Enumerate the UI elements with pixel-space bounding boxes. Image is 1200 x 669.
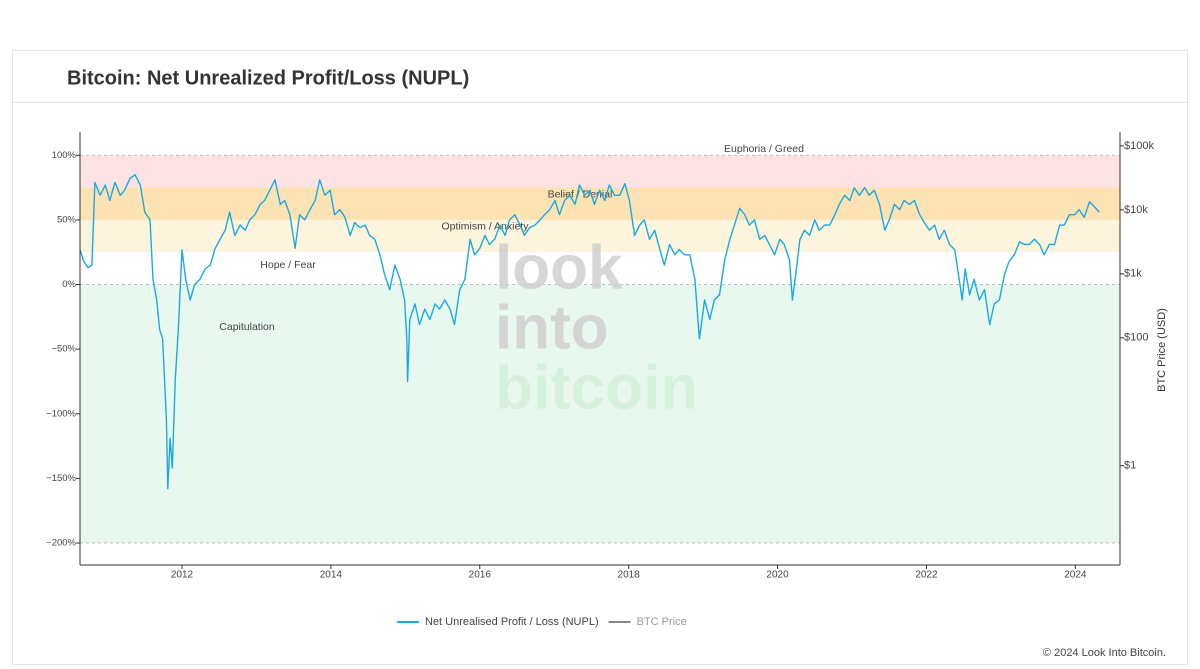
legend-label: Net Unrealised Profit / Loss (NUPL)	[425, 616, 599, 628]
zone-band	[80, 155, 1120, 188]
chart-title: Bitcoin: Net Unrealized Profit/Loss (NUP…	[67, 67, 469, 89]
zone-label: Optimism / Anxiety	[442, 221, 530, 233]
zone-band	[80, 187, 1120, 220]
y2-tick-label: $1k	[1124, 268, 1142, 280]
y-tick-label: 50%	[57, 214, 77, 225]
y2-tick-label: $1	[1124, 460, 1136, 472]
copyright: © 2024 Look Into Bitcoin.	[1043, 647, 1166, 659]
x-tick-label: 2014	[320, 570, 343, 581]
watermark: bitcoin	[495, 353, 698, 422]
zone-band	[80, 284, 1120, 544]
y2-tick-label: $10k	[1124, 204, 1148, 216]
y-tick-label: −150%	[46, 473, 76, 484]
legend-label: BTC Price	[637, 616, 687, 628]
y2-tick-label: $100	[1124, 332, 1148, 344]
y-tick-label: −200%	[46, 538, 76, 549]
y2-axis-label: BTC Price (USD)	[1156, 308, 1168, 392]
y-tick-label: −100%	[46, 408, 76, 419]
watermark: into	[495, 293, 609, 362]
watermark: look	[495, 233, 623, 302]
zone-label: Hope / Fear	[260, 259, 316, 271]
data-line	[79, 174, 1100, 490]
x-tick-label: 2018	[618, 570, 641, 581]
y-tick-label: 100%	[52, 150, 77, 161]
zone-label: Belief / Denial	[548, 188, 613, 200]
x-tick-label: 2016	[469, 570, 492, 581]
x-tick-label: 2022	[915, 570, 938, 581]
zone-label: Capitulation	[219, 321, 275, 333]
y2-tick-label: $100k	[1124, 140, 1154, 152]
x-tick-label: 2020	[766, 570, 789, 581]
x-tick-label: 2024	[1064, 570, 1087, 581]
y-tick-label: 0%	[62, 279, 76, 290]
x-tick-label: 2012	[171, 570, 194, 581]
zone-band	[80, 252, 1120, 285]
plot	[79, 174, 1100, 490]
y-tick-label: −50%	[51, 344, 76, 355]
zone-label: Euphoria / Greed	[724, 143, 804, 155]
